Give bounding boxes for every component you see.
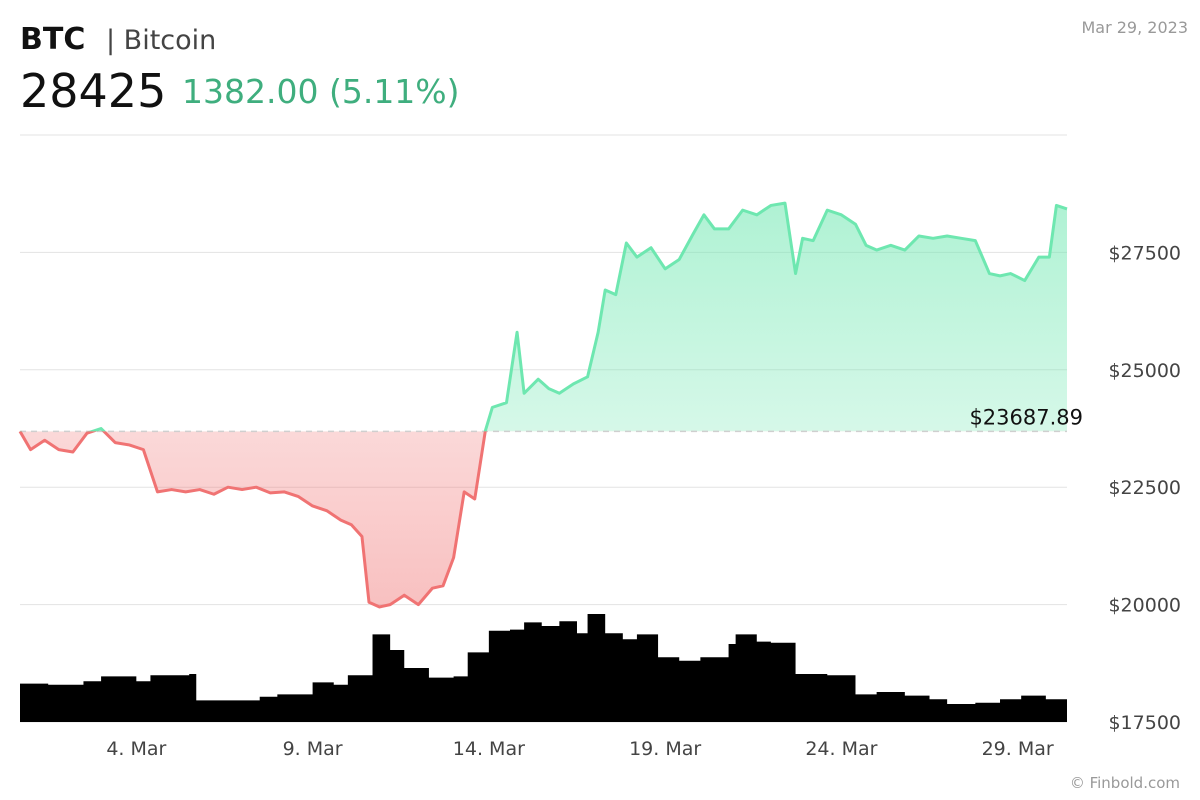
area-fills — [20, 203, 1067, 607]
x-axis-labels: 4. Mar 9. Mar 14. Mar 19. Mar 24. Mar 29. Mar — [106, 738, 1054, 760]
price-lines — [18, 201, 1068, 609]
x-tick-label: 24. Mar — [805, 738, 877, 760]
y-tick-label: $25000 — [1108, 360, 1181, 382]
ticker-symbol: BTC — [20, 22, 86, 57]
x-tick-label: 9. Mar — [283, 738, 343, 760]
chart-date: Mar 29, 2023 — [1081, 18, 1188, 37]
price-change: 1382.00 (5.11%) — [182, 72, 460, 111]
y-tick-label: $20000 — [1108, 595, 1181, 617]
y-tick-label: $27500 — [1108, 242, 1181, 264]
source-credit: © Finbold.com — [1069, 774, 1180, 792]
x-tick-label: 19. Mar — [629, 738, 701, 760]
y-tick-label: $17500 — [1108, 712, 1181, 734]
x-tick-label: 29. Mar — [982, 738, 1054, 760]
y-tick-label: $22500 — [1108, 477, 1181, 499]
x-tick-label: 4. Mar — [106, 738, 166, 760]
gain-fill — [20, 203, 1067, 432]
loss-fill — [20, 431, 1067, 607]
price-line-down — [18, 431, 487, 609]
volume-area — [20, 614, 1067, 722]
volume-bars — [20, 614, 1067, 722]
y-axis-labels: $27500 $25000 $22500 $20000 $17500 — [1108, 242, 1181, 734]
price-line-up — [19, 201, 1068, 432]
current-price: 28425 — [20, 64, 167, 118]
reference-label: $23687.89 — [969, 405, 1083, 429]
asset-name: | Bitcoin — [106, 25, 217, 56]
x-tick-label: 14. Mar — [453, 738, 525, 760]
